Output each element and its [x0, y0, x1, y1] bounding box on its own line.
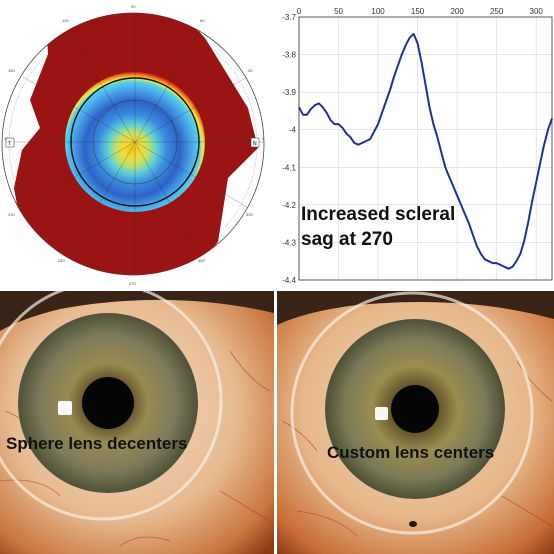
x-tick-label: 50	[334, 7, 343, 16]
y-tick-label: -4.2	[282, 201, 296, 210]
x-tick-label: 100	[371, 7, 385, 16]
temporal-marker	[5, 137, 15, 148]
sag-line-chart: 0 50 100 150 200 250 300 -3.7 -3.8 -3.9 -4 -4.1 -4.2…	[282, 7, 553, 285]
nasal-marker-label: N	[253, 141, 257, 147]
topography-map: 90 120 60 150 30 180 0 210 330 240 300 2…	[1, 4, 265, 286]
nasal-marker	[250, 137, 260, 148]
plot-frame	[298, 16, 553, 281]
polar-label-150: 150	[8, 68, 15, 73]
upper-eyelid	[277, 291, 554, 325]
x-tick-label: 300	[530, 7, 544, 16]
pupil	[391, 385, 439, 433]
horizontal-divider	[0, 289, 554, 291]
light-reflex	[375, 407, 388, 420]
polar-label-300: 300	[198, 258, 205, 263]
polar-label-30: 30	[248, 68, 253, 73]
light-reflex	[58, 401, 72, 415]
sphere-lens-caption: Sphere lens decenters	[6, 434, 187, 453]
vertical-divider	[274, 291, 277, 554]
polar-label-330: 330	[246, 212, 253, 217]
polar-label-120: 120	[62, 18, 69, 23]
x-tick-label: 0	[297, 7, 302, 16]
y-tick-label: -4	[289, 126, 297, 135]
plot-annotation-line2: sag at 270	[301, 229, 393, 250]
sphere-lens-photo-panel: Sphere lens decenters	[0, 291, 274, 554]
pupil	[82, 377, 134, 429]
custom-lens-caption: Custom lens centers	[327, 443, 494, 462]
radial-grid	[5, 14, 264, 272]
y-tick-label: -4.3	[282, 238, 296, 247]
custom-lens-eye-photo: Custom lens centers	[277, 291, 554, 554]
y-tick-label: -3.9	[282, 88, 296, 97]
blood-vessels	[281, 360, 553, 537]
upper-eyelid	[0, 291, 274, 331]
lens-mark-dot	[409, 521, 417, 527]
polar-label-240: 240	[58, 258, 65, 263]
polar-label-270: 270	[129, 281, 136, 286]
lens-edge	[290, 291, 534, 535]
polar-label-0: 0	[262, 136, 265, 141]
x-tick-label: 250	[490, 7, 504, 16]
y-tick-label: -4.4	[282, 276, 296, 285]
x-tick-label: 150	[411, 7, 425, 16]
polar-label-210: 210	[8, 212, 15, 217]
polar-label-90: 90	[131, 4, 136, 9]
series-line-sag	[298, 32, 553, 270]
y-tick-label: -3.7	[282, 13, 296, 22]
plot-ticks: 0 50 100 150 200 250 300 -3.7 -3.8 -3.9 -4 -4.1 -4.2…	[282, 7, 543, 285]
sphere-lens-eye-photo: Sphere lens decenters	[0, 291, 274, 554]
polar-label-60: 60	[200, 18, 205, 23]
sag-plot-panel: 0 50 100 150 200 250 300 -3.7 -3.8 -3.9 -4 -4.1 -4.2…	[277, 0, 554, 289]
x-tick-label: 200	[450, 7, 464, 16]
topography-map-panel: 90 120 60 150 30 180 0 210 330 240 300 2…	[0, 0, 277, 289]
y-tick-label: -3.8	[282, 51, 296, 60]
lens-edge	[0, 291, 223, 521]
polar-labels: 90 120 60 150 30 180 0 210 330 240 300 2…	[4, 4, 265, 286]
temporal-marker-label: T	[8, 141, 11, 147]
y-tick-label: -4.1	[282, 163, 296, 172]
plot-annotation-line1: Increased scleral	[301, 204, 455, 225]
custom-lens-photo-panel: Custom lens centers	[277, 291, 554, 554]
